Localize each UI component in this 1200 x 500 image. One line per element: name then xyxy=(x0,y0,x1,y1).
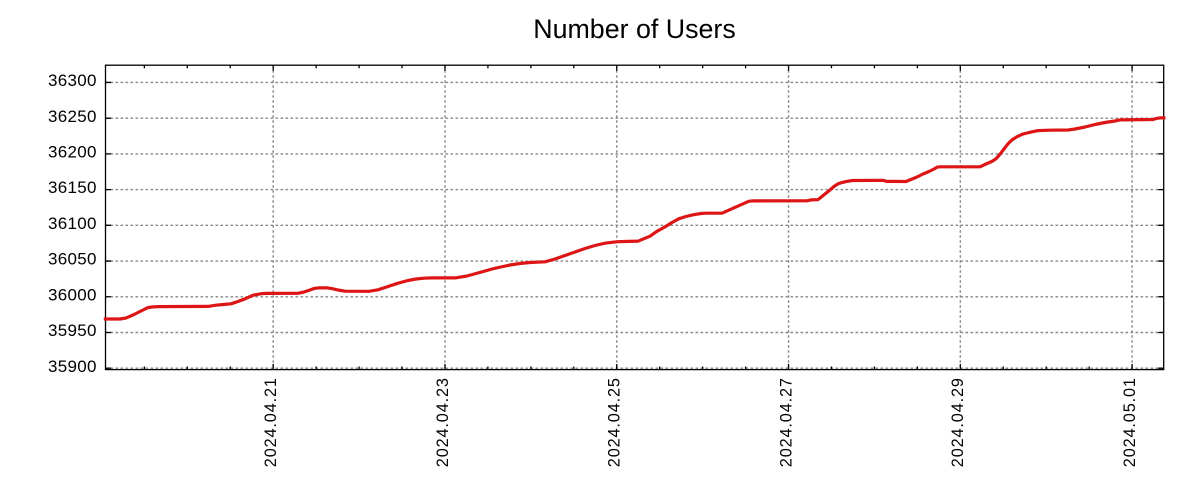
svg-text:36150: 36150 xyxy=(48,178,97,197)
svg-text:36050: 36050 xyxy=(48,250,97,269)
svg-text:36250: 36250 xyxy=(48,107,97,126)
svg-text:2024.04.29: 2024.04.29 xyxy=(949,377,967,467)
svg-text:2024.04.23: 2024.04.23 xyxy=(434,377,452,467)
svg-text:35950: 35950 xyxy=(48,321,97,340)
svg-text:36300: 36300 xyxy=(48,71,97,90)
svg-text:2024.04.25: 2024.04.25 xyxy=(606,377,624,467)
svg-text:36000: 36000 xyxy=(48,285,97,304)
svg-text:36100: 36100 xyxy=(48,214,97,233)
svg-text:2024.05.01: 2024.05.01 xyxy=(1121,377,1139,467)
svg-text:36200: 36200 xyxy=(48,142,97,161)
svg-text:2024.04.27: 2024.04.27 xyxy=(777,377,795,467)
svg-text:Number of Users: Number of Users xyxy=(533,14,736,44)
svg-text:35900: 35900 xyxy=(48,357,97,376)
svg-text:2024.04.21: 2024.04.21 xyxy=(262,377,280,467)
